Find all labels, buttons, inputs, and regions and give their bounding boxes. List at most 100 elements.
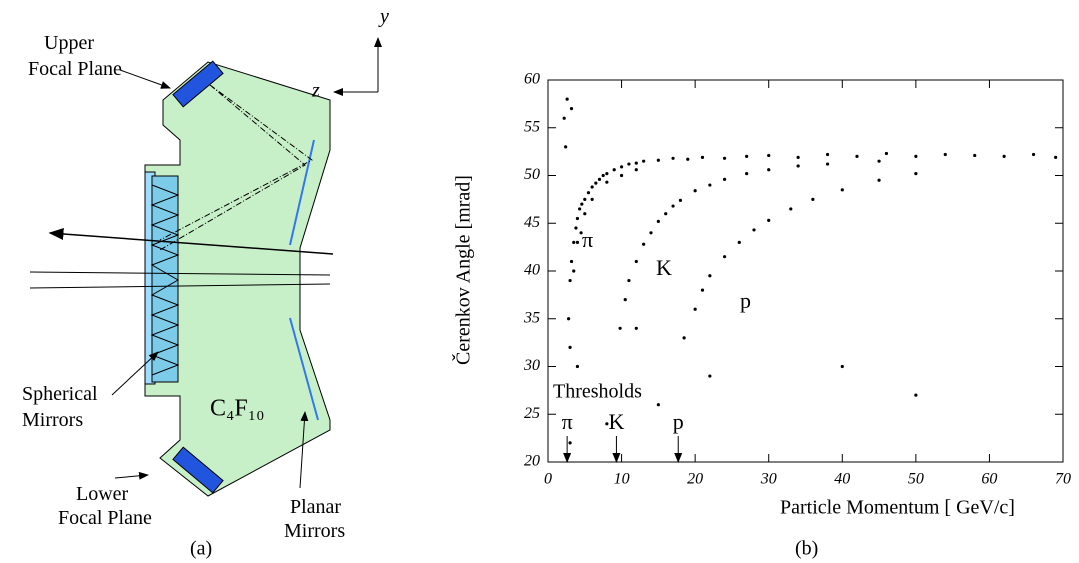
point	[567, 317, 571, 321]
planar-mirror	[289, 139, 315, 246]
label-line: Upper	[44, 32, 94, 54]
threshold-particle: p	[673, 409, 684, 434]
point	[796, 155, 800, 159]
label: Planar Mirrors	[284, 496, 345, 542]
point	[737, 240, 741, 244]
point	[722, 156, 727, 160]
pointer	[111, 351, 159, 396]
point	[767, 153, 771, 158]
x-axis-label: Particle Momentum [ GeV/c]	[780, 497, 1015, 519]
point	[590, 197, 594, 201]
point	[565, 97, 569, 101]
point	[840, 188, 844, 192]
label: Upper Focal Plane	[28, 32, 122, 80]
x-tick-label: 0	[544, 471, 552, 488]
x-tick-label: 10	[614, 471, 630, 488]
band-label: π	[582, 227, 593, 252]
point	[568, 345, 572, 349]
point	[612, 168, 616, 172]
y-tick-label: 40	[524, 262, 540, 279]
point	[574, 226, 578, 230]
point	[656, 158, 660, 162]
point	[745, 154, 749, 158]
point	[601, 173, 605, 178]
point	[877, 159, 881, 163]
point	[590, 185, 594, 189]
x-tick-label: 30	[760, 471, 777, 488]
point	[811, 197, 815, 201]
point	[682, 336, 686, 340]
point	[1031, 152, 1036, 157]
point	[627, 162, 631, 166]
point	[877, 178, 881, 182]
caption: (b)	[795, 538, 818, 560]
point	[708, 274, 712, 278]
point	[642, 159, 646, 163]
band-label: p	[740, 288, 751, 313]
point	[664, 212, 668, 216]
y-tick-label: 20	[524, 453, 540, 470]
point	[656, 219, 660, 223]
point	[575, 364, 580, 369]
gas-volume	[144, 61, 331, 497]
point	[767, 168, 771, 172]
point	[605, 171, 609, 176]
point	[693, 189, 697, 193]
rich-diagram: y z Upper Focal Plane Spherical Mirrors C₄…	[22, 6, 389, 560]
upper-focal-plane	[172, 60, 224, 108]
point	[752, 228, 756, 232]
label-line: Spherical	[22, 383, 98, 405]
point	[708, 374, 712, 378]
y-tick-label: 25	[524, 405, 540, 422]
axis-label: z	[311, 80, 320, 102]
point	[575, 216, 580, 221]
point	[686, 157, 690, 161]
point	[594, 181, 598, 185]
point	[825, 152, 830, 157]
point	[572, 269, 576, 273]
point	[789, 207, 793, 211]
label-line: Lower	[76, 483, 129, 505]
point	[943, 152, 947, 157]
point	[597, 177, 602, 181]
point	[634, 168, 638, 172]
point	[1002, 154, 1006, 158]
point	[579, 231, 583, 235]
point	[583, 212, 587, 216]
point	[855, 154, 859, 158]
threshold-particle: K	[608, 409, 624, 434]
label: Lower Focal Plane	[58, 483, 152, 529]
point	[973, 153, 977, 158]
point	[569, 259, 574, 264]
x-tick-label: 20	[687, 471, 703, 488]
point	[693, 307, 697, 311]
point	[586, 191, 591, 195]
pointer	[114, 471, 149, 480]
point	[564, 145, 568, 149]
point	[619, 173, 624, 178]
beam	[29, 271, 331, 276]
x-tick-label: 40	[834, 471, 850, 488]
point	[572, 240, 576, 244]
point	[642, 242, 646, 246]
point	[840, 364, 844, 369]
point	[678, 198, 683, 202]
ray	[159, 84, 313, 251]
label-line: Mirrors	[22, 409, 83, 431]
point	[623, 298, 627, 302]
point	[634, 326, 638, 330]
point	[578, 207, 582, 211]
y-tick-label: 60	[524, 71, 540, 88]
gas-label: C₄F₁₀	[210, 396, 264, 422]
label-line: Focal Plane	[28, 58, 122, 80]
axis-label: y	[378, 6, 389, 28]
planar-mirror	[289, 317, 319, 421]
label-line: Mirrors	[284, 520, 345, 542]
point	[634, 259, 638, 264]
y-tick-label: 50	[524, 166, 540, 183]
point	[627, 278, 631, 283]
caption: (a)	[190, 538, 212, 560]
label-line: Focal Plane	[58, 507, 152, 529]
